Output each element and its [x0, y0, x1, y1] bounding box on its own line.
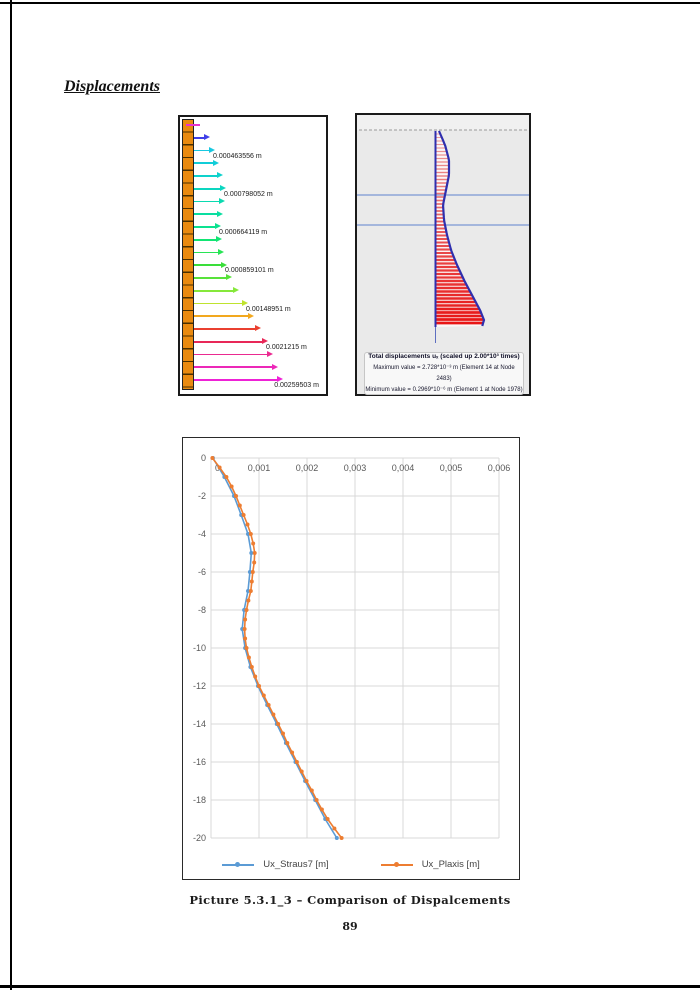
plaxis-max-value: Maximum value = 2.728*10⁻³ m (Element 14…: [373, 365, 515, 383]
svg-text:0,005: 0,005: [440, 463, 463, 473]
vector-arrow: [194, 185, 226, 192]
plaxis-displacement-figure: Total displacements uₓ (scaled up 2.00*1…: [355, 113, 531, 396]
vector-arrow: [194, 172, 223, 179]
arrow-head-icon: [209, 146, 215, 153]
comparison-chart: 0 0,001 0,002 0,003 0,004 0,005 0,006 0 -2 -4 -6 -8…: [182, 437, 520, 880]
svg-text:-6: -6: [198, 567, 206, 577]
arrow-head-icon: [215, 223, 221, 230]
arrow-head-icon: [217, 210, 223, 217]
arrow-head-icon: [272, 363, 278, 370]
legend-item: Ux_Straus7 [m]: [222, 859, 329, 870]
vector-arrow: [194, 134, 210, 141]
legend-label: Ux_Straus7 [m]: [263, 859, 329, 870]
arrow-head-icon: [233, 287, 239, 294]
svg-text:0,006: 0,006: [488, 463, 511, 473]
legend-marker-icon: [222, 862, 255, 867]
vector-value-label: 0.000859101 m: [225, 267, 274, 275]
vector-arrow: [194, 197, 225, 204]
arrow-head-icon: [242, 299, 248, 306]
vector-arrow: [194, 236, 222, 243]
plaxis-min-value: Minimum value = 0.2969*10⁻⁶ m (Element 1…: [365, 387, 523, 394]
arrow-head-icon: [219, 197, 225, 204]
figure-caption: Picture 5.3.1_3 – Comparison of Dispalce…: [189, 893, 511, 907]
arrow-head-icon: [226, 274, 232, 281]
legend-label: Ux_Plaxis [m]: [421, 859, 480, 870]
vector-arrow: [186, 124, 200, 126]
vector-value-label: 0.000664119 m: [219, 229, 268, 236]
vector-arrow: [194, 146, 215, 153]
arrow-head-icon: [267, 350, 273, 357]
svg-text:-2: -2: [198, 491, 206, 501]
page-title: Displacements: [64, 78, 160, 95]
vector-arrow: [194, 210, 223, 217]
vector-arrow: [194, 261, 227, 268]
arrow-head-icon: [262, 338, 268, 345]
page-number: 89: [342, 920, 358, 933]
arrow-head-icon: [217, 172, 223, 179]
svg-text:-18: -18: [193, 795, 206, 805]
legend-dot-icon: [235, 862, 241, 867]
legend-item: Ux_Plaxis [m]: [380, 859, 480, 870]
svg-text:-10: -10: [193, 643, 206, 653]
svg-text:-20: -20: [193, 833, 206, 843]
wall-bar: [182, 119, 194, 390]
vector-arrow: [194, 363, 278, 370]
plaxis-drawing: [357, 115, 529, 394]
svg-text:0,001: 0,001: [248, 463, 271, 473]
svg-text:-14: -14: [193, 719, 206, 729]
vector-value-label: 0.00259503 m: [274, 382, 319, 389]
vector-arrow: [194, 350, 273, 357]
svg-text:0,002: 0,002: [296, 463, 319, 473]
legend-dot-icon: [393, 862, 399, 867]
arrow-head-icon: [277, 376, 283, 383]
arrow-head-icon: [204, 134, 210, 141]
svg-text:0,004: 0,004: [392, 463, 415, 473]
vector-value-label: 0.00148951 m: [246, 305, 291, 313]
vector-arrow: [194, 274, 232, 281]
svg-text:0: 0: [215, 463, 220, 473]
svg-text:-12: -12: [193, 681, 206, 691]
arrow-head-icon: [213, 159, 219, 166]
vector-arrow: [194, 299, 248, 306]
vector-arrow: [194, 312, 254, 319]
vector-arrow: [194, 325, 261, 332]
vector-arrow: [194, 159, 219, 166]
vector-arrow: [194, 248, 224, 255]
plaxis-title: Total displacements uₓ (scaled up 2.00*1…: [368, 353, 520, 361]
chart-legend: Ux_Straus7 [m] Ux_Plaxis [m]: [183, 859, 519, 870]
chart-plot: 0 0,001 0,002 0,003 0,004 0,005 0,006 0 -2 -4 -6 -8…: [193, 453, 511, 843]
legend-marker-icon: [380, 862, 413, 867]
vector-arrow: [194, 376, 283, 383]
vector-value-label: 0.000798052 m: [224, 190, 273, 198]
vector-value-label: 0.0021215 m: [266, 343, 307, 351]
arrow-head-icon: [255, 325, 261, 332]
svg-text:0,003: 0,003: [344, 463, 367, 473]
vector-arrow: [194, 223, 221, 230]
page-border-left: [10, 0, 12, 990]
vector-value-label: 0.000463556 m: [213, 152, 262, 160]
svg-text:-4: -4: [198, 529, 206, 539]
arrow-head-icon: [216, 236, 222, 243]
straus7-vector-figure: 0.000463556 m 0.000798052 m 0.000664119 m 0…: [178, 115, 328, 396]
vector-arrow: [194, 338, 268, 345]
arrow-head-icon: [220, 185, 226, 192]
svg-text:0: 0: [201, 453, 206, 463]
page-border-bottom: [0, 985, 700, 988]
plaxis-info-box: Total displacements uₓ (scaled up 2.00*1…: [364, 352, 524, 395]
vector-arrow: [194, 287, 239, 294]
arrow-head-icon: [221, 261, 227, 268]
svg-text:-16: -16: [193, 757, 206, 767]
svg-text:-8: -8: [198, 605, 206, 615]
arrow-head-icon: [248, 312, 254, 319]
page-border-top: [0, 2, 700, 4]
arrow-head-icon: [218, 248, 224, 255]
